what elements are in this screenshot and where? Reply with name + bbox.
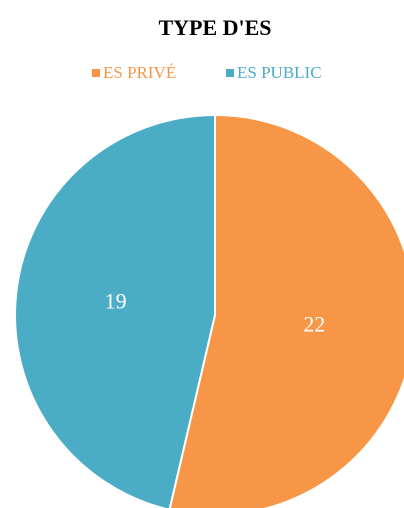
pie-slice (14, 113, 216, 508)
pie-slice (168, 113, 404, 508)
data-label: 19 (105, 289, 127, 314)
legend-label: ES PUBLIC (237, 63, 322, 82)
legend-swatch (92, 69, 100, 77)
legend-label: ES PRIVÉ (103, 63, 176, 82)
chart-title: TYPE D'ES (158, 15, 271, 40)
legend-swatch (226, 69, 234, 77)
data-label: 22 (303, 312, 325, 337)
